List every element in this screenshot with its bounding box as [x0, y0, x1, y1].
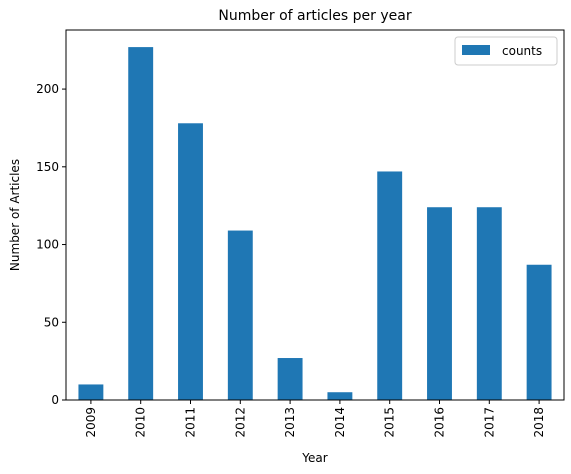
x-tick-label-2017: 2017: [482, 407, 496, 438]
bar-2015: [377, 171, 403, 400]
x-tick-label-2010: 2010: [134, 407, 148, 438]
legend-frame: [454, 36, 558, 66]
x-axis: 2009 2010 2011 2012 2013 2014 2015 2016 2017 2018: [84, 400, 546, 438]
bar-2013: [277, 358, 303, 400]
x-tick-label-2012: 2012: [233, 407, 247, 438]
x-axis-label: Year: [301, 451, 327, 465]
bar-2014: [327, 392, 353, 400]
y-tick-label-200: 200: [36, 82, 59, 96]
y-tick-label-50: 50: [44, 315, 59, 329]
y-tick-label-100: 100: [36, 238, 59, 252]
bar-2010: [128, 47, 154, 400]
legend: counts: [454, 36, 558, 66]
y-axis-label: Number of Articles: [8, 159, 22, 271]
x-tick-label-2018: 2018: [532, 407, 546, 438]
bar-2011: [178, 123, 203, 400]
x-tick-label-2011: 2011: [184, 407, 198, 438]
y-tick-label-0: 0: [51, 393, 59, 407]
x-tick-label-2014: 2014: [333, 407, 347, 438]
plot-frame: [65, 29, 565, 401]
x-tick-label-2016: 2016: [433, 407, 447, 438]
bar-2009: [78, 384, 104, 400]
x-tick-label-2013: 2013: [283, 407, 297, 438]
x-tick-label-2009: 2009: [84, 407, 98, 438]
legend-swatch: [462, 45, 490, 55]
bar-2012: [227, 230, 253, 400]
legend-label: counts: [502, 44, 542, 58]
x-tick-label-2015: 2015: [383, 407, 397, 438]
y-tick-label-150: 150: [36, 160, 59, 174]
chart-title: Number of articles per year: [218, 8, 411, 24]
bar-2016: [427, 207, 452, 400]
bars-group: [78, 47, 552, 400]
y-axis: 0 50 100 150 200: [36, 82, 66, 407]
bar-2018: [526, 264, 552, 400]
bar-2017: [476, 207, 502, 400]
